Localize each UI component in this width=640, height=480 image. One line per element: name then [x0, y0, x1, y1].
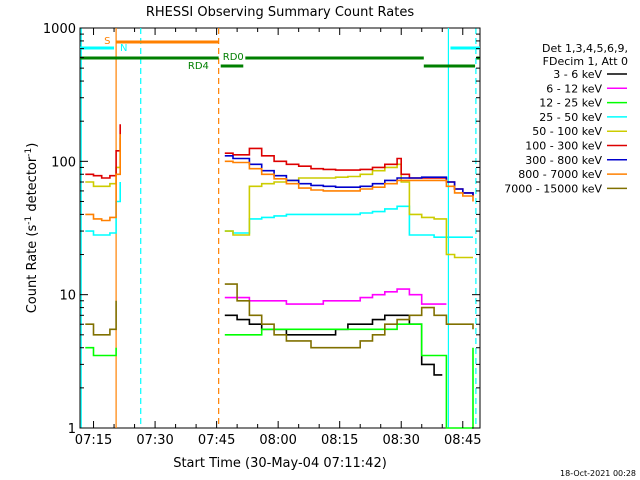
- series-5-line-0: [85, 124, 121, 179]
- series-7-line-1: [224, 160, 474, 202]
- night-label: N: [120, 43, 127, 54]
- axes: 07:15 07:30 07:45 08:00 08:15 08:30 08:45 1 10 10…: [43, 22, 482, 448]
- series-8: [85, 283, 474, 349]
- series-8-line-1: [224, 283, 474, 349]
- y-tick-label-2: 100: [51, 155, 76, 170]
- legend: Det 1,3,4,5,6,9,FDecim 1, Att 03 - 6 keV…: [504, 42, 628, 195]
- plot-area: [79, 27, 481, 429]
- y-axis-label: Count Rate (s-1 detector-1): [24, 143, 40, 314]
- x-tick-label-1: 07:30: [136, 433, 173, 448]
- x-tick-label-0: 07:15: [75, 433, 112, 448]
- series-2-line-1: [224, 323, 474, 429]
- x-tick-label-5: 08:30: [382, 433, 419, 448]
- series-7-line-0: [85, 134, 121, 222]
- series-3-line-0: [85, 182, 121, 236]
- legend-header-0: Det 1,3,4,5,6,9,: [542, 42, 628, 55]
- series-group: [85, 124, 474, 429]
- legend-entry-3: 25 - 50 keV: [539, 111, 602, 124]
- x-tick-label-2: 07:45: [198, 433, 235, 448]
- rd4-label: RD4: [188, 61, 209, 72]
- series-1-line-0: [224, 288, 447, 305]
- series-3-line-1: [224, 205, 473, 238]
- saa-label: S: [104, 36, 110, 47]
- series-6: [224, 155, 474, 196]
- series-7: [85, 134, 474, 222]
- legend-entry-7: 800 - 7000 keV: [518, 168, 602, 181]
- series-6-line-0: [224, 155, 474, 196]
- series-2-line-0: [85, 346, 117, 357]
- x-tick-label-6: 08:45: [444, 433, 481, 448]
- series-4-line-0: [85, 137, 121, 188]
- x-tick-label-4: 08:15: [321, 433, 358, 448]
- y-tick-label-1: 10: [59, 289, 76, 304]
- plot-frame: [79, 27, 481, 429]
- x-axis-label: Start Time (30-May-04 07:11:42): [173, 456, 387, 471]
- series-1: [224, 288, 447, 305]
- series-8-line-0: [85, 300, 117, 336]
- chart-title: RHESSI Observing Summary Count Rates: [146, 5, 415, 20]
- series-4-line-1: [224, 163, 473, 259]
- legend-entry-5: 100 - 300 keV: [525, 140, 602, 153]
- y-tick-label-3: 1000: [43, 22, 76, 37]
- legend-entry-1: 6 - 12 keV: [546, 82, 602, 95]
- x-tick-label-3: 08:00: [259, 433, 296, 448]
- legend-entry-4: 50 - 100 keV: [532, 125, 602, 138]
- footer-timestamp: 18-Oct-2021 00:28: [560, 469, 636, 478]
- legend-entry-0: 3 - 6 keV: [553, 68, 602, 81]
- series-3: [85, 182, 473, 238]
- legend-entry-2: 12 - 25 keV: [539, 97, 602, 110]
- legend-entry-6: 300 - 800 keV: [525, 154, 602, 167]
- series-2: [85, 323, 474, 429]
- legend-entry-8: 7000 - 15000 keV: [504, 182, 602, 195]
- y-tick-label-0: 1: [68, 422, 76, 437]
- series-4: [85, 137, 473, 259]
- rd0-label: RD0: [223, 52, 244, 63]
- legend-header-1: FDecim 1, Att 0: [543, 55, 628, 68]
